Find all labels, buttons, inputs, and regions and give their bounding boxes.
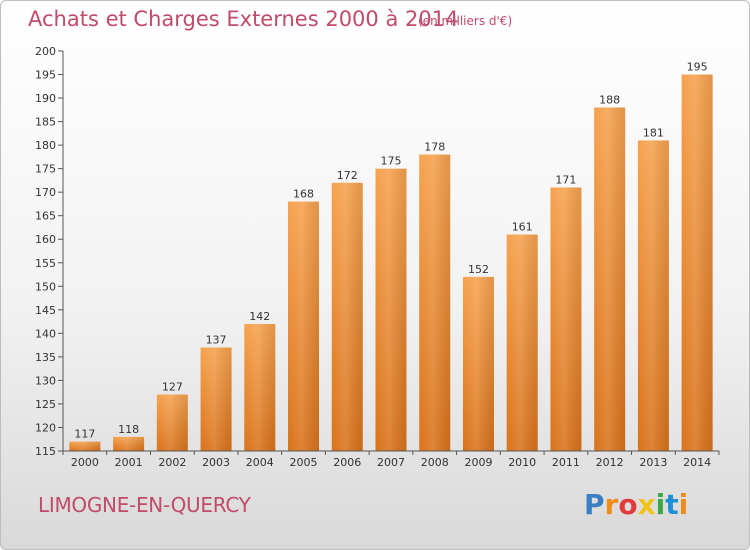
- bar-shade: [375, 168, 407, 451]
- bar-value-label: 142: [249, 310, 270, 323]
- bar-shade: [244, 323, 276, 451]
- bar-value-label: 137: [206, 333, 227, 346]
- bar-value-label: 178: [424, 141, 445, 154]
- x-tick-label: 2009: [464, 456, 492, 469]
- y-tick-label: 165: [35, 210, 56, 223]
- bar-shade: [113, 436, 145, 451]
- bar-shade: [156, 394, 188, 451]
- brand-letter: t: [665, 488, 679, 521]
- bar-shade: [506, 234, 538, 451]
- brand-letter: r: [604, 488, 619, 521]
- brand-letter: x: [637, 488, 656, 521]
- y-tick-label: 115: [35, 445, 56, 458]
- y-tick-label: 135: [35, 351, 56, 364]
- bar-value-label: 127: [162, 381, 183, 394]
- y-tick-label: 200: [35, 45, 56, 58]
- bar-shade: [200, 347, 232, 451]
- bar-shade: [331, 182, 363, 451]
- bar-shade: [681, 74, 713, 451]
- x-tick-label: 2012: [596, 456, 624, 469]
- y-tick-label: 120: [35, 421, 56, 434]
- chart-title: Achats et Charges Externes 2000 à 2014: [28, 7, 459, 31]
- chart-subtitle: (en milliers d'€): [418, 14, 513, 28]
- bar-shade: [419, 154, 451, 451]
- x-tick-label: 2002: [158, 456, 186, 469]
- y-tick-label: 160: [35, 233, 56, 246]
- bar-value-label: 118: [118, 423, 139, 436]
- brand-letter: o: [618, 488, 638, 521]
- x-tick-label: 2008: [421, 456, 449, 469]
- y-tick-label: 170: [35, 186, 56, 199]
- y-tick-label: 185: [35, 116, 56, 129]
- y-tick-label: 195: [35, 69, 56, 82]
- bar-value-label: 171: [555, 173, 576, 186]
- bar-shade: [288, 201, 320, 451]
- brand-letter: P: [584, 488, 605, 521]
- bar-value-label: 152: [468, 263, 489, 276]
- bar-value-label: 168: [293, 188, 314, 201]
- bar-value-label: 117: [74, 428, 95, 441]
- y-tick-label: 130: [35, 374, 56, 387]
- x-tick-label: 2007: [377, 456, 405, 469]
- y-tick-label: 155: [35, 257, 56, 270]
- y-tick-label: 150: [35, 280, 56, 293]
- y-tick-label: 145: [35, 304, 56, 317]
- brand-letter: i: [678, 488, 689, 521]
- bar-value-label: 188: [599, 93, 620, 106]
- proxiti-logo: Proxiti: [584, 488, 688, 521]
- bar-value-label: 172: [337, 169, 358, 182]
- x-tick-label: 2006: [333, 456, 361, 469]
- x-tick-label: 2000: [71, 456, 99, 469]
- x-tick-label: 2010: [508, 456, 536, 469]
- y-tick-label: 140: [35, 327, 56, 340]
- x-tick-label: 2013: [639, 456, 667, 469]
- y-tick-label: 190: [35, 92, 56, 105]
- y-tick-label: 180: [35, 139, 56, 152]
- x-tick-label: 2014: [683, 456, 711, 469]
- x-tick-label: 2011: [552, 456, 580, 469]
- bar-shade: [462, 276, 494, 451]
- bar-value-label: 175: [381, 155, 402, 168]
- bar-shade: [637, 140, 669, 452]
- bar-shade: [594, 107, 626, 452]
- y-tick-label: 175: [35, 163, 56, 176]
- x-tick-label: 2004: [246, 456, 274, 469]
- y-tick-label: 125: [35, 398, 56, 411]
- x-tick-label: 2005: [290, 456, 318, 469]
- bar-shade: [69, 441, 101, 451]
- brand-letter: i: [655, 488, 666, 521]
- bar-shade: [550, 187, 582, 451]
- x-tick-label: 2001: [115, 456, 143, 469]
- bar-value-label: 161: [512, 221, 533, 234]
- commune-name: LIMOGNE-EN-QUERCY: [38, 493, 251, 517]
- x-tick-label: 2003: [202, 456, 230, 469]
- bar-value-label: 195: [687, 61, 708, 74]
- bar-value-label: 181: [643, 126, 664, 139]
